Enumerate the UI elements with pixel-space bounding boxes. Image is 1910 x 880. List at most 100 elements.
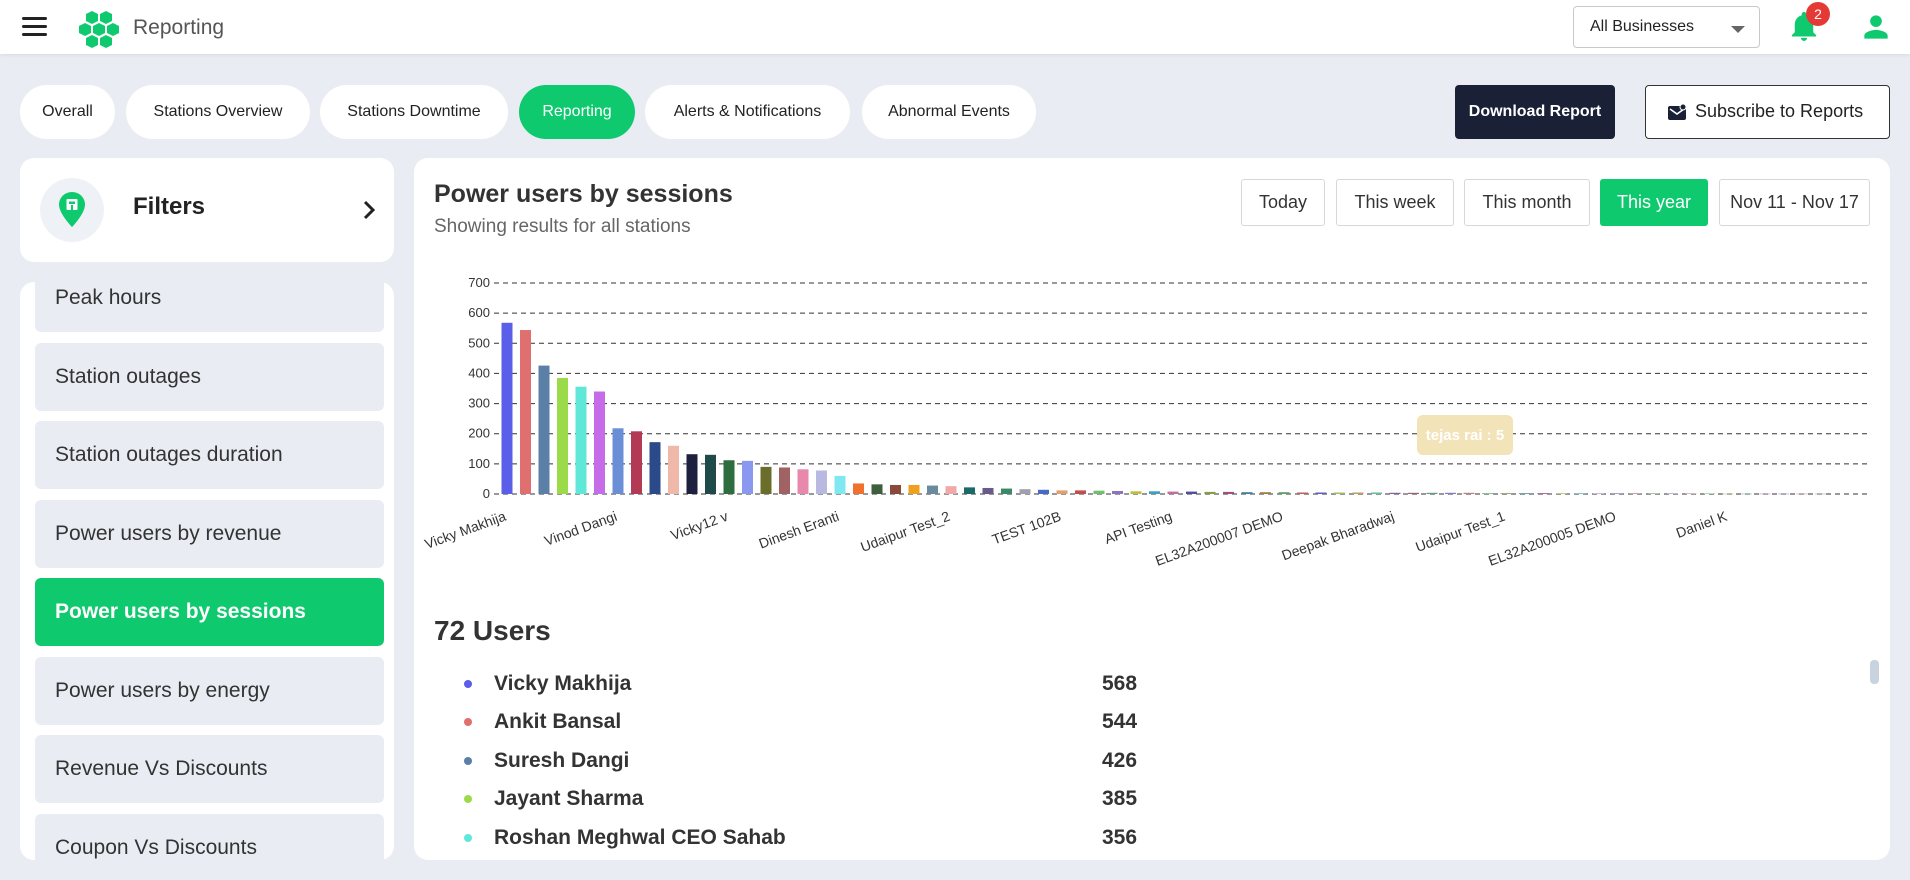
chart-bar[interactable]: [1112, 490, 1123, 494]
chart-bar[interactable]: [853, 483, 864, 494]
filters-card[interactable]: Filters: [20, 158, 394, 262]
chart-bar[interactable]: [1315, 492, 1327, 494]
menu-icon[interactable]: [22, 17, 47, 37]
chart-bar[interactable]: [1056, 490, 1068, 494]
tab-abnormal-events[interactable]: Abnormal Events: [862, 85, 1036, 139]
chart-bar[interactable]: [1130, 491, 1142, 494]
chart-bar[interactable]: [1093, 490, 1105, 494]
chart-bar[interactable]: [1371, 492, 1382, 494]
tab-alerts-notifications[interactable]: Alerts & Notifications: [645, 85, 850, 139]
subscribe-reports-button[interactable]: Subscribe to Reports: [1645, 85, 1890, 139]
chart-bar[interactable]: [538, 365, 550, 494]
chart-bar[interactable]: [1278, 492, 1290, 494]
chart-bar[interactable]: [1019, 489, 1031, 494]
chart-bar[interactable]: [1001, 488, 1012, 494]
chart-bar[interactable]: [1075, 490, 1086, 494]
business-select[interactable]: All Businesses: [1573, 6, 1760, 48]
chart-bar[interactable]: [1519, 493, 1530, 494]
chart-bar[interactable]: [1297, 492, 1308, 494]
chart-bar[interactable]: [1500, 493, 1512, 494]
chart-bar[interactable]: [723, 460, 735, 494]
sidebar-item-station-outages-duration[interactable]: Station outages duration: [35, 421, 384, 489]
chart-bar[interactable]: [1038, 489, 1049, 494]
sidebar-item-power-users-energy[interactable]: Power users by energy: [35, 657, 384, 725]
chart-bar[interactable]: [1482, 493, 1493, 494]
chart-bar[interactable]: [1593, 493, 1604, 494]
chart-bar[interactable]: [982, 487, 994, 494]
chart-bar[interactable]: [1408, 492, 1419, 494]
chart-bar[interactable]: [1204, 491, 1216, 494]
chart-bar[interactable]: [871, 484, 883, 494]
chart-bar[interactable]: [1796, 493, 1808, 495]
chart-bar[interactable]: [890, 484, 901, 494]
sidebar-item-coupon-vs-discounts[interactable]: Coupon Vs Discounts: [35, 814, 384, 860]
chart-bar[interactable]: [612, 428, 624, 494]
chart-bar[interactable]: [1241, 492, 1253, 494]
chart-bar[interactable]: [927, 485, 938, 494]
chart-bar[interactable]: [1186, 491, 1197, 494]
chart-bar[interactable]: [908, 484, 920, 494]
list-scrollbar[interactable]: [1870, 660, 1879, 684]
chart-bar[interactable]: [649, 442, 661, 494]
chart-bar[interactable]: [1611, 493, 1623, 494]
chart-bar[interactable]: [1648, 493, 1660, 494]
chart-bar[interactable]: [1704, 493, 1715, 494]
chart-bar[interactable]: [705, 454, 716, 494]
chart-bar[interactable]: [964, 487, 975, 494]
sidebar-item-station-outages[interactable]: Station outages: [35, 343, 384, 411]
chart-bar[interactable]: [1149, 491, 1160, 494]
chart-bar[interactable]: [594, 391, 605, 494]
tab-overall[interactable]: Overall: [20, 85, 115, 139]
tab-stations-overview[interactable]: Stations Overview: [126, 85, 310, 139]
range-date-picker[interactable]: Nov 11 - Nov 17: [1719, 179, 1870, 226]
chart-bar[interactable]: [1759, 493, 1771, 495]
chart-bar[interactable]: [1426, 492, 1438, 494]
chart-bar[interactable]: [631, 431, 642, 494]
chart-bar[interactable]: [1667, 493, 1678, 494]
range-this-year[interactable]: This year: [1600, 179, 1708, 226]
range-today[interactable]: Today: [1241, 179, 1325, 226]
chart-bar[interactable]: [501, 322, 513, 494]
sidebar-item-peak-hours[interactable]: Peak hours: [35, 282, 384, 332]
user-name: Jayant Sharma: [494, 787, 644, 810]
user-icon[interactable]: [1862, 13, 1890, 41]
chart-bar[interactable]: [1741, 493, 1752, 495]
chart-bar[interactable]: [797, 469, 809, 494]
chart-bar[interactable]: [1167, 491, 1179, 494]
chart-bar[interactable]: [1778, 493, 1789, 495]
chart-bar[interactable]: [1260, 492, 1271, 494]
chart-bar[interactable]: [1537, 493, 1549, 494]
chart-bar[interactable]: [557, 377, 568, 494]
chart-bar[interactable]: [1556, 493, 1567, 494]
sidebar-item-power-users-revenue[interactable]: Power users by revenue: [35, 500, 384, 568]
sidebar-item-revenue-vs-discounts[interactable]: Revenue Vs Discounts: [35, 735, 384, 803]
chart-bar[interactable]: [575, 386, 587, 494]
chart-bar[interactable]: [1630, 493, 1641, 494]
chart-bar[interactable]: [1334, 492, 1345, 494]
chart-bar[interactable]: [760, 466, 772, 494]
chart-bar[interactable]: [520, 330, 531, 494]
download-report-button[interactable]: Download Report: [1455, 85, 1615, 139]
range-this-week[interactable]: This week: [1336, 179, 1454, 226]
chevron-right-icon: [363, 200, 376, 220]
chart-bar[interactable]: [816, 470, 827, 494]
chart-bar[interactable]: [1445, 492, 1456, 494]
chart-bar[interactable]: [1815, 493, 1826, 495]
chart-bar[interactable]: [1389, 492, 1401, 494]
chart-bar[interactable]: [742, 460, 753, 494]
chart-bar[interactable]: [1463, 492, 1475, 494]
chart-bar[interactable]: [779, 467, 790, 494]
chart-bar[interactable]: [1685, 493, 1697, 494]
chart-bar[interactable]: [1574, 493, 1586, 494]
tab-stations-downtime[interactable]: Stations Downtime: [320, 85, 508, 139]
chart-bar[interactable]: [1722, 493, 1734, 495]
chart-bar[interactable]: [945, 486, 957, 494]
chart-bar[interactable]: [1352, 492, 1364, 494]
tab-reporting[interactable]: Reporting: [519, 85, 635, 139]
chart-bar[interactable]: [668, 445, 679, 494]
sidebar-item-power-users-sessions[interactable]: Power users by sessions: [35, 578, 384, 646]
chart-bar[interactable]: [686, 454, 698, 494]
chart-bar[interactable]: [834, 475, 846, 494]
chart-bar[interactable]: [1223, 491, 1234, 494]
range-this-month[interactable]: This month: [1464, 179, 1590, 226]
